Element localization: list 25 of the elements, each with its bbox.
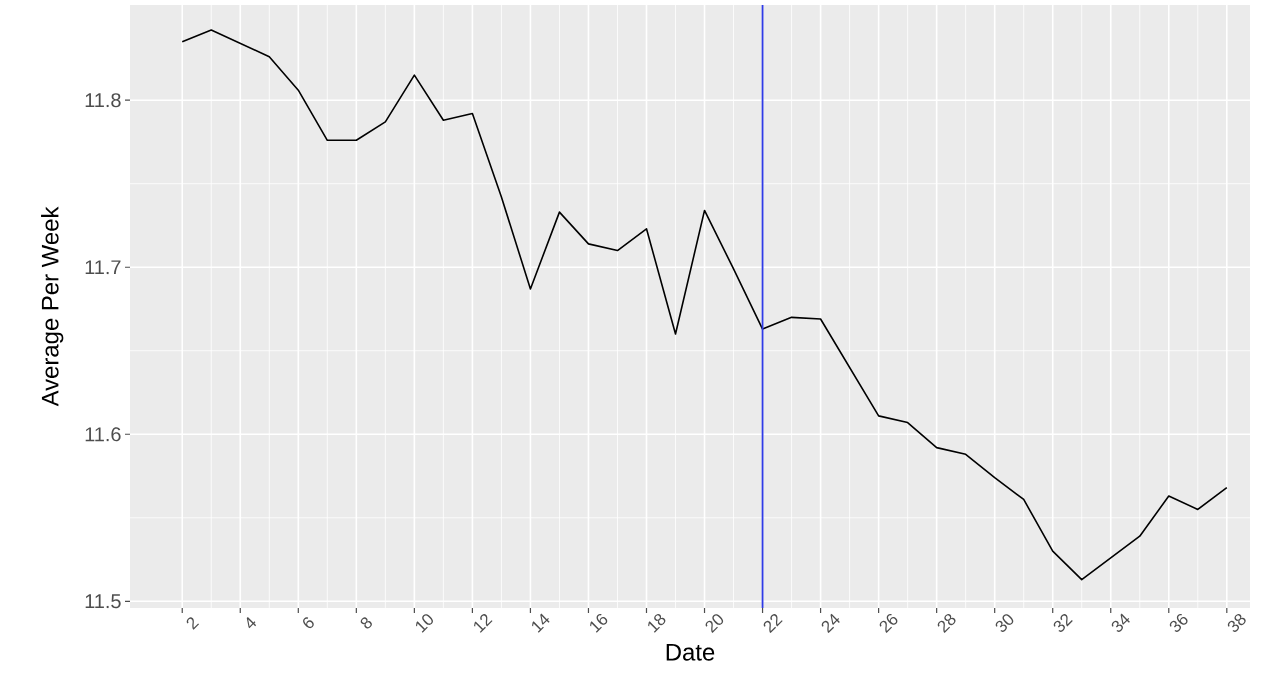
y-tick-label: 11.8 (85, 93, 121, 108)
x-tick-label: 2 (186, 617, 200, 630)
x-tick-label: 8 (360, 617, 372, 629)
x-tick-label: 24 (821, 613, 840, 634)
x-tick-label: 18 (648, 613, 666, 633)
x-tick-label: 32 (1053, 613, 1073, 632)
x-tick-label: 6 (303, 617, 314, 629)
x-axis-title: Date (666, 644, 715, 661)
x-tick-label: 38 (1227, 613, 1246, 632)
y-tick-label: 11.6 (85, 427, 121, 442)
x-tick-label: 12 (474, 614, 493, 633)
x-tick-label: 28 (937, 613, 956, 634)
y-axis-title: Average Per Week (41, 206, 64, 407)
y-tick-label: 11.7 (85, 260, 121, 275)
x-tick-label: 26 (879, 613, 898, 634)
x-tick-label: 10 (415, 614, 433, 633)
x-tick-label: 34 (1111, 613, 1130, 632)
x-tick-label: 4 (246, 616, 257, 629)
y-tick-label: 11.5 (85, 594, 121, 609)
x-tick-label: 16 (590, 613, 608, 633)
x-tick-label: 22 (763, 614, 783, 634)
x-tick-label: 30 (995, 614, 1014, 632)
x-tick-label: 20 (705, 614, 724, 634)
x-tick-label: 36 (1169, 613, 1188, 632)
x-tick-label: 14 (532, 613, 550, 633)
